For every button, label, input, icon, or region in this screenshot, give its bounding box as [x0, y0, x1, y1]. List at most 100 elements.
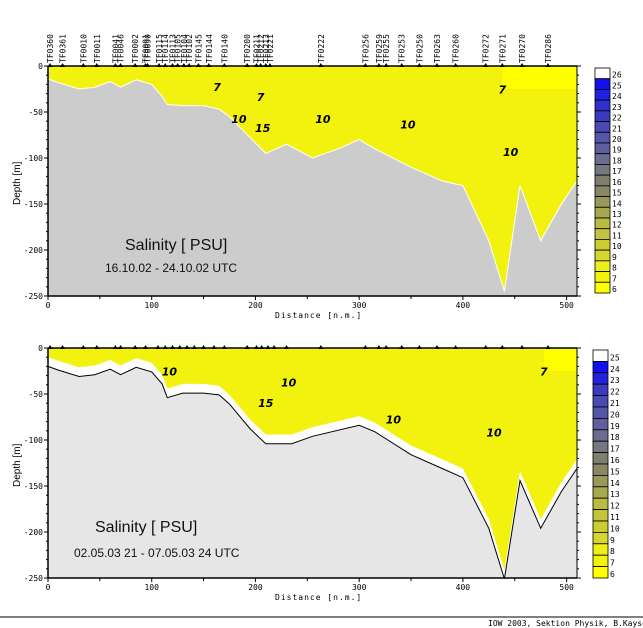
- station-label: TF0270: [518, 34, 527, 63]
- legend-swatch: [594, 239, 611, 251]
- station-marker: [184, 345, 190, 349]
- legend-swatch: [594, 142, 611, 155]
- legend-label: 17: [610, 445, 620, 454]
- station-marker: [318, 345, 324, 349]
- station-marker: [143, 345, 149, 349]
- seabed-polygon: [47, 78, 578, 297]
- low-salinity-patch: [543, 348, 577, 371]
- station-marker: [145, 63, 151, 67]
- station-markers: [47, 345, 551, 349]
- station-marker: [267, 63, 273, 67]
- legend-swatch: [592, 372, 609, 385]
- legend-label: 11: [610, 513, 620, 522]
- legend-label: 25: [610, 353, 620, 362]
- station-marker: [519, 345, 525, 349]
- x-tick-label: 300: [352, 583, 367, 592]
- station-marker: [112, 345, 118, 349]
- legend-label: 6: [610, 570, 615, 579]
- x-tick-label: 300: [352, 301, 367, 310]
- station-marker: [416, 345, 422, 349]
- station-label: TF0253: [398, 34, 407, 63]
- station-label: TF0259: [375, 34, 384, 63]
- legend-swatch: [594, 164, 611, 176]
- contour-label: 15: [258, 397, 274, 410]
- legend-swatch: [592, 566, 609, 579]
- legend-swatch: [592, 463, 609, 476]
- legend-label: 22: [612, 114, 622, 123]
- x-tick-label: 400: [456, 583, 471, 592]
- legend-swatch: [592, 406, 609, 419]
- station-label: TF0263: [433, 34, 442, 63]
- legend-label: 13: [612, 210, 622, 219]
- station-label: TF0213: [262, 34, 271, 63]
- legend-swatch: [594, 260, 611, 272]
- legend-swatch: [592, 360, 609, 374]
- legend-label: 9: [612, 253, 617, 262]
- station-marker: [545, 63, 551, 67]
- station-label: TF0211: [252, 34, 261, 63]
- station-marker: [399, 345, 405, 349]
- legend-label: 8: [612, 264, 617, 273]
- y-axis-label: Depth [m]: [12, 161, 23, 205]
- legend-label: 21: [612, 124, 622, 133]
- contour-label: 10: [486, 426, 502, 439]
- legend-swatch: [592, 429, 609, 442]
- station-marker: [206, 63, 212, 67]
- x-tick-label: 500: [559, 301, 574, 310]
- legend-swatch: [594, 281, 611, 294]
- credit-text: IOW 2003, Sektion Physik, B.Kayser: [488, 619, 643, 628]
- station-marker: [162, 63, 168, 67]
- legend-swatch: [594, 185, 611, 197]
- legend-label: 10: [610, 524, 620, 533]
- station-marker: [118, 63, 124, 67]
- legend-label: 17: [612, 167, 622, 176]
- contour-label: 7: [498, 84, 506, 97]
- legend-swatch: [592, 440, 609, 454]
- legend-swatch: [592, 554, 609, 568]
- station-marker: [434, 63, 440, 67]
- legend-label: 7: [610, 559, 615, 568]
- contour-labels: 10 10 15 10 10 7: [162, 366, 548, 440]
- station-label: TF0102: [185, 34, 194, 63]
- legend-swatch: [594, 78, 611, 90]
- station-label: TF0200: [243, 34, 252, 63]
- legend-swatch: [594, 99, 611, 112]
- station-marker: [191, 345, 197, 349]
- legend-swatch: [594, 196, 611, 208]
- chart-subtitle: 16.10.02 - 24.10.02 UTC: [105, 261, 237, 275]
- y-tick-label: -150: [24, 482, 43, 491]
- legend-swatch: [592, 452, 609, 465]
- station-marker: [132, 345, 138, 349]
- station-label: TF0010: [79, 34, 88, 63]
- station-marker: [169, 345, 175, 349]
- station-marker: [186, 63, 192, 67]
- legend-label: 24: [612, 92, 622, 101]
- contour-label: 10: [400, 119, 416, 132]
- y-tick-label: -100: [24, 436, 43, 445]
- station-marker: [156, 63, 162, 67]
- station-marker: [244, 345, 250, 349]
- legend-label: 18: [612, 156, 622, 165]
- station-label: TF0046: [117, 34, 126, 63]
- station-marker: [519, 63, 525, 67]
- station-marker: [60, 345, 66, 349]
- station-label: TF0250: [415, 34, 424, 63]
- x-tick-label: 100: [144, 583, 159, 592]
- station-label: TF0144: [205, 34, 214, 63]
- legend-swatch: [594, 206, 611, 219]
- y-tick-label: -50: [29, 390, 44, 399]
- x-tick-label: 200: [248, 583, 263, 592]
- station-label: TF0271: [498, 34, 507, 63]
- legend-swatch: [592, 497, 609, 511]
- station-marker: [221, 345, 227, 349]
- legend-swatch: [592, 486, 609, 499]
- station-label: TF0115: [155, 34, 164, 63]
- station-marker: [94, 63, 100, 67]
- legend-swatch: [592, 349, 609, 362]
- station-marker: [118, 345, 124, 349]
- y-tick-label: 0: [38, 344, 43, 353]
